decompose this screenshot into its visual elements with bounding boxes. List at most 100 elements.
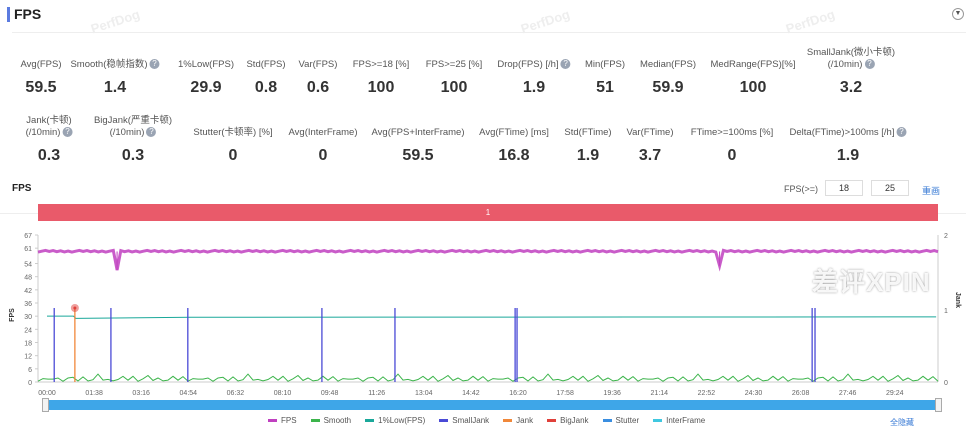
legend-item-1lowfps[interactable]: 1%Low(FPS) [365, 416, 425, 425]
y2-axis-label: Jank [954, 292, 961, 308]
stat-label: Avg(FPS) [20, 59, 62, 70]
x-tick-label: 13:04 [415, 390, 433, 397]
stat-stats_row1-6: FPS>=25 [%] 100 [426, 59, 483, 97]
y-tick-label: 61 [24, 246, 32, 253]
time-range-slider[interactable] [45, 400, 938, 410]
stat-stats_row2-8: FTime>=100ms [%] 0 [691, 127, 774, 165]
legend-label: 1%Low(FPS) [378, 416, 426, 425]
scene-band[interactable]: 1 [38, 204, 938, 221]
legend-label: SmallJank [452, 416, 490, 425]
y-tick-label: 67 [24, 233, 32, 240]
stat-label: FPS>=25 [%] [425, 59, 483, 70]
stat-value: 51 [596, 79, 614, 96]
stat-label: Smooth(稳帧指数)? [70, 59, 160, 71]
stat-label: Median(FPS) [640, 59, 696, 70]
legend-swatch [310, 419, 320, 422]
x-tick-label: 11:26 [368, 390, 385, 397]
stat-label: Avg(FTime) [ms] [479, 127, 549, 138]
stat-value: 1.9 [576, 147, 600, 164]
y2-tick-label: 0 [944, 380, 948, 387]
legend-item-fps[interactable]: FPS [268, 416, 297, 425]
stat-value: 100 [440, 79, 468, 96]
series-fps [37, 248, 939, 272]
y-tick-label: 42 [24, 288, 32, 295]
legend-label: Stutter [615, 416, 640, 425]
threshold-input-2[interactable]: 25 [871, 180, 909, 196]
help-icon[interactable]: ? [560, 59, 571, 70]
help-icon[interactable]: ? [896, 127, 907, 138]
chevron-down-icon[interactable]: ▼ [952, 8, 964, 20]
help-icon[interactable]: ? [62, 127, 73, 138]
threshold-input-1[interactable]: 18 [825, 180, 863, 196]
stat-stats_row1-2: 1%Low(FPS) 29.9 [178, 59, 234, 97]
fps-chart: 67 61 54 48 42 36 30 24 18 12 6 0 2 1 0 FPS Jank 00:00 01:… [9, 233, 961, 397]
legend-item-smalljank[interactable]: SmallJank [439, 416, 489, 425]
stat-value: 100 [739, 79, 767, 96]
legend-swatch [547, 419, 557, 422]
legend-swatch [365, 419, 375, 422]
stat-label: Std(FTime) [564, 127, 612, 138]
x-tick-label: 00:00 [38, 390, 56, 397]
legend-item-interframe[interactable]: InterFrame [653, 416, 705, 425]
legend-item-smooth[interactable]: Smooth [310, 416, 352, 425]
legend-item-jank[interactable]: Jank [503, 416, 533, 425]
slider-handle-left[interactable] [42, 398, 49, 412]
stat-label: Delta(FTime)>100ms [/h]? [790, 127, 907, 139]
stat-value: 3.7 [638, 147, 662, 164]
help-icon[interactable]: ? [864, 59, 875, 70]
y-tick-label: 6 [28, 367, 32, 374]
stat-label: Stutter(卡顿率) [%] [193, 127, 273, 138]
stat-stats_row2-2: Stutter(卡顿率) [%] 0 [193, 127, 272, 165]
y-tick-label: 12 [24, 354, 32, 361]
redraw-button[interactable]: 重画 [922, 186, 941, 196]
legend-item-stutter[interactable]: Stutter [602, 416, 640, 425]
stat-value: 1.9 [522, 79, 546, 96]
overlay-watermark: 差评XPIN [812, 267, 931, 297]
x-tick-label: 04:54 [180, 390, 198, 397]
stat-stats_row1-7: Drop(FPS) [/h]? 1.9 [497, 59, 571, 97]
x-tick-label: 01:38 [85, 390, 103, 397]
stat-label: Jank(卡顿) (/10min)? [25, 115, 73, 138]
y-tick-label: 54 [24, 262, 32, 269]
stat-label: 1%Low(FPS) [178, 59, 234, 70]
stat-stats_row1-5: FPS>=18 [%] 100 [353, 59, 410, 97]
stat-stats_row1-10: MedRange(FPS)[%] 100 [710, 59, 795, 97]
y2-tick-label: 2 [944, 233, 948, 240]
header-accent [7, 7, 10, 22]
stat-label: Min(FPS) [584, 59, 626, 70]
x-tick-label: 03:16 [132, 390, 150, 397]
stat-label: Avg(InterFrame) [288, 127, 358, 138]
hide-all-button[interactable]: 全隐藏 [890, 418, 914, 427]
stat-value: 29.9 [190, 79, 222, 96]
stat-label: Std(FPS) [246, 59, 286, 70]
stat-stats_row2-4: Avg(FPS+InterFrame) 59.5 [371, 127, 464, 165]
legend-label: Smooth [323, 416, 352, 425]
x-tick-label: 22:52 [698, 390, 716, 397]
y-tick-label: 0 [28, 380, 32, 387]
threshold-label: FPS(>=) [784, 184, 819, 194]
stat-value: 100 [367, 79, 395, 96]
stat-value: 3.2 [839, 79, 863, 96]
stat-stats_row1-1: Smooth(稳帧指数)? 1.4 [70, 59, 160, 97]
x-tick-label: 16:20 [509, 390, 527, 397]
chart-title: FPS [12, 183, 32, 194]
stat-label: BigJank(严重卡顿) (/10min)? [93, 115, 173, 138]
legend-item-bigjank[interactable]: BigJank [547, 416, 589, 425]
stat-value: 59.9 [652, 79, 684, 96]
x-tick-label: 19:36 [603, 390, 621, 397]
stat-label: SmallJank(微小卡顿) (/10min)? [806, 47, 896, 70]
legend-label: Jank [516, 416, 534, 425]
stat-value: 1.9 [836, 147, 860, 164]
help-icon[interactable]: ? [146, 127, 157, 138]
stat-value: 0 [318, 147, 328, 164]
slider-handle-right[interactable] [935, 398, 942, 412]
x-tick-label: 09:48 [321, 390, 339, 397]
x-tick-label: 24:30 [745, 390, 763, 397]
x-tick-label: 29:24 [886, 390, 904, 397]
x-tick-label: 08:10 [274, 390, 292, 397]
y-tick-label: 36 [24, 301, 32, 308]
help-icon[interactable]: ? [149, 59, 160, 70]
x-tick-label: 14:42 [462, 390, 480, 397]
stat-stats_row1-9: Median(FPS) 59.9 [640, 59, 696, 97]
stat-stats_row2-1: BigJank(严重卡顿) (/10min)? 0.3 [94, 115, 172, 165]
